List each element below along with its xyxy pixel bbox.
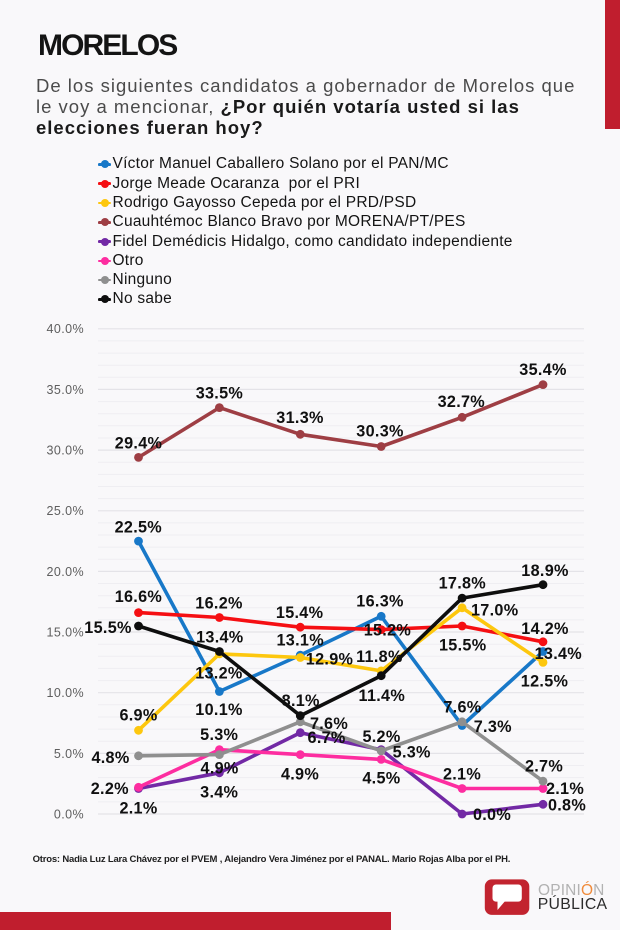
svg-text:OPINIÓN: OPINIÓN — [538, 882, 605, 899]
svg-text:5.3%: 5.3% — [200, 726, 238, 744]
svg-text:13.4%: 13.4% — [535, 645, 582, 663]
svg-text:13.4%: 13.4% — [196, 629, 243, 647]
svg-text:29.4%: 29.4% — [115, 435, 162, 453]
svg-text:32.7%: 32.7% — [438, 393, 485, 411]
svg-text:15.4%: 15.4% — [276, 604, 323, 622]
svg-text:30.0%: 30.0% — [47, 444, 84, 458]
svg-text:15.5%: 15.5% — [84, 619, 131, 637]
svg-text:4.8%: 4.8% — [91, 749, 129, 767]
svg-text:PÚBLICA: PÚBLICA — [538, 894, 608, 913]
svg-text:16.6%: 16.6% — [115, 588, 162, 606]
svg-text:2.1%: 2.1% — [546, 780, 584, 798]
svg-text:2.1%: 2.1% — [119, 799, 157, 817]
svg-text:16.3%: 16.3% — [356, 593, 403, 611]
svg-text:13.2%: 13.2% — [195, 664, 242, 682]
svg-text:0.0%: 0.0% — [473, 806, 511, 824]
svg-text:10.1%: 10.1% — [195, 701, 242, 719]
svg-text:7.3%: 7.3% — [474, 718, 512, 736]
svg-text:5.3%: 5.3% — [393, 743, 431, 761]
svg-text:4.9%: 4.9% — [281, 765, 319, 783]
svg-text:22.5%: 22.5% — [115, 519, 162, 537]
svg-text:30.3%: 30.3% — [356, 422, 403, 440]
svg-text:15.0%: 15.0% — [47, 625, 84, 639]
svg-text:3.4%: 3.4% — [200, 784, 238, 802]
svg-text:8.1%: 8.1% — [282, 692, 320, 710]
svg-text:15.5%: 15.5% — [439, 636, 486, 654]
svg-text:20.0%: 20.0% — [47, 565, 84, 579]
svg-text:6.7%: 6.7% — [308, 729, 346, 747]
svg-text:5.2%: 5.2% — [362, 728, 400, 746]
svg-text:35.4%: 35.4% — [519, 361, 566, 379]
svg-text:35.0%: 35.0% — [47, 383, 84, 397]
svg-text:4.9%: 4.9% — [201, 760, 239, 778]
svg-text:0.8%: 0.8% — [548, 797, 586, 815]
svg-text:17.8%: 17.8% — [439, 575, 486, 593]
svg-text:2.7%: 2.7% — [525, 757, 563, 775]
svg-text:4.5%: 4.5% — [362, 770, 400, 788]
svg-text:6.9%: 6.9% — [119, 706, 157, 724]
svg-text:31.3%: 31.3% — [276, 409, 323, 427]
svg-text:18.9%: 18.9% — [521, 562, 568, 580]
svg-text:12.9%: 12.9% — [306, 651, 353, 669]
svg-text:14.2%: 14.2% — [521, 620, 568, 638]
svg-text:0.0%: 0.0% — [54, 807, 84, 821]
svg-text:12.5%: 12.5% — [521, 673, 568, 691]
svg-text:15.2%: 15.2% — [364, 621, 411, 639]
svg-text:10.0%: 10.0% — [47, 686, 84, 700]
svg-text:33.5%: 33.5% — [196, 385, 243, 403]
svg-text:7.6%: 7.6% — [443, 699, 481, 717]
svg-text:7.6%: 7.6% — [310, 715, 348, 733]
svg-text:5.0%: 5.0% — [54, 747, 84, 761]
svg-text:11.4%: 11.4% — [359, 687, 406, 705]
svg-text:13.1%: 13.1% — [276, 631, 323, 649]
svg-text:16.2%: 16.2% — [195, 594, 242, 612]
svg-text:2.2%: 2.2% — [91, 780, 129, 798]
svg-text:17.0%: 17.0% — [471, 602, 518, 620]
svg-text:2.1%: 2.1% — [443, 766, 481, 784]
svg-text:25.0%: 25.0% — [47, 504, 84, 518]
svg-text:40.0%: 40.0% — [47, 322, 84, 336]
svg-text:11.8%: 11.8% — [356, 648, 403, 666]
